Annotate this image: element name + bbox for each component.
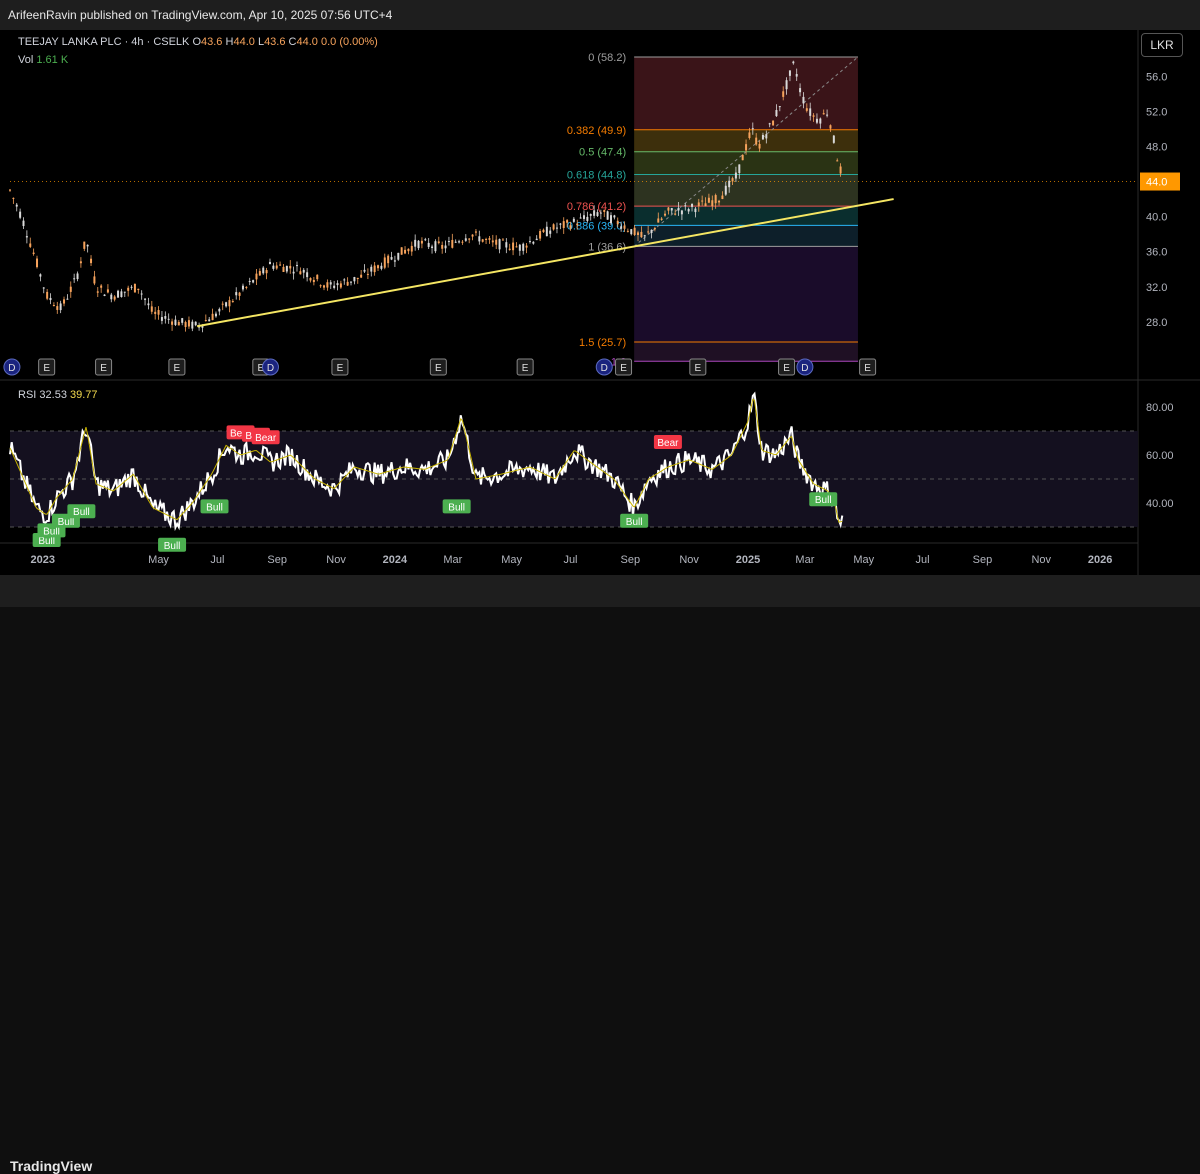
rsi-ma-value: 39.77 — [70, 389, 98, 401]
publisher-bar: ArifeenRavin published on TradingView.co… — [0, 0, 1200, 30]
close-label: C — [288, 36, 297, 48]
symbol-label[interactable]: TEEJAY LANKA PLC · 4h · CSELK — [18, 36, 190, 48]
close-value: 44.0 — [296, 36, 318, 48]
publisher-text: ArifeenRavin published on TradingView.co… — [8, 8, 393, 22]
open-label: O — [192, 36, 202, 48]
low-label: L — [257, 36, 265, 48]
footer-bar: TradingView — [0, 575, 1200, 1174]
tradingview-logo[interactable]: TradingView — [10, 1158, 93, 1174]
price-legend: TEEJAY LANKA PLC · 4h · CSELK O43.6 H44.… — [18, 36, 378, 48]
rsi-value: 32.53 — [39, 389, 67, 401]
rsi-label[interactable]: RSI — [18, 389, 37, 401]
currency-button[interactable]: LKR — [1141, 33, 1183, 57]
rsi-legend: RSI 32.53 39.77 — [18, 389, 98, 401]
volume-legend: Vol 1.61 K — [18, 54, 68, 66]
volume-label: Vol — [18, 54, 34, 66]
open-value: 43.6 — [201, 36, 223, 48]
chart-frame — [0, 30, 1200, 575]
high-value: 44.0 — [233, 36, 255, 48]
low-value: 43.6 — [264, 36, 286, 48]
volume-value: 1.61 K — [36, 54, 69, 66]
high-label: H — [225, 36, 234, 48]
change-value: 0.0 (0.00%) — [320, 36, 378, 48]
